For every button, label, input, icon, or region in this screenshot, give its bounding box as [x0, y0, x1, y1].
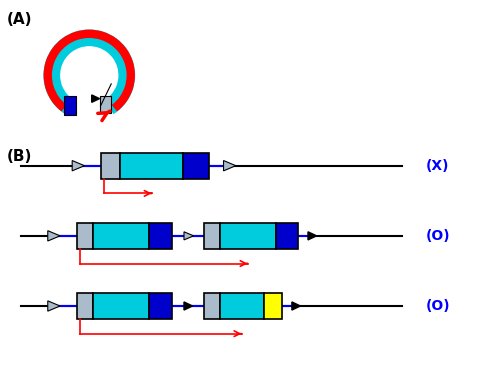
Text: (O): (O) [426, 229, 451, 243]
Text: (X): (X) [426, 159, 450, 173]
Polygon shape [72, 161, 84, 171]
FancyBboxPatch shape [93, 293, 149, 319]
FancyBboxPatch shape [64, 96, 76, 115]
Polygon shape [292, 302, 300, 310]
FancyBboxPatch shape [184, 153, 209, 179]
FancyBboxPatch shape [219, 223, 276, 249]
Polygon shape [184, 302, 192, 310]
FancyBboxPatch shape [203, 293, 219, 319]
Polygon shape [92, 95, 100, 102]
Polygon shape [48, 231, 60, 241]
Polygon shape [48, 301, 60, 311]
FancyBboxPatch shape [149, 223, 172, 249]
Text: (B): (B) [6, 149, 31, 164]
FancyBboxPatch shape [93, 223, 149, 249]
Text: (A): (A) [6, 13, 32, 28]
FancyBboxPatch shape [100, 96, 111, 113]
FancyBboxPatch shape [219, 293, 264, 319]
Polygon shape [223, 161, 236, 171]
FancyBboxPatch shape [276, 223, 298, 249]
Polygon shape [184, 232, 193, 240]
Polygon shape [308, 232, 317, 240]
FancyBboxPatch shape [77, 293, 93, 319]
FancyBboxPatch shape [102, 153, 120, 179]
FancyBboxPatch shape [264, 293, 282, 319]
FancyBboxPatch shape [120, 153, 184, 179]
FancyBboxPatch shape [149, 293, 172, 319]
FancyBboxPatch shape [203, 223, 219, 249]
FancyBboxPatch shape [77, 223, 93, 249]
Text: (O): (O) [426, 299, 451, 313]
